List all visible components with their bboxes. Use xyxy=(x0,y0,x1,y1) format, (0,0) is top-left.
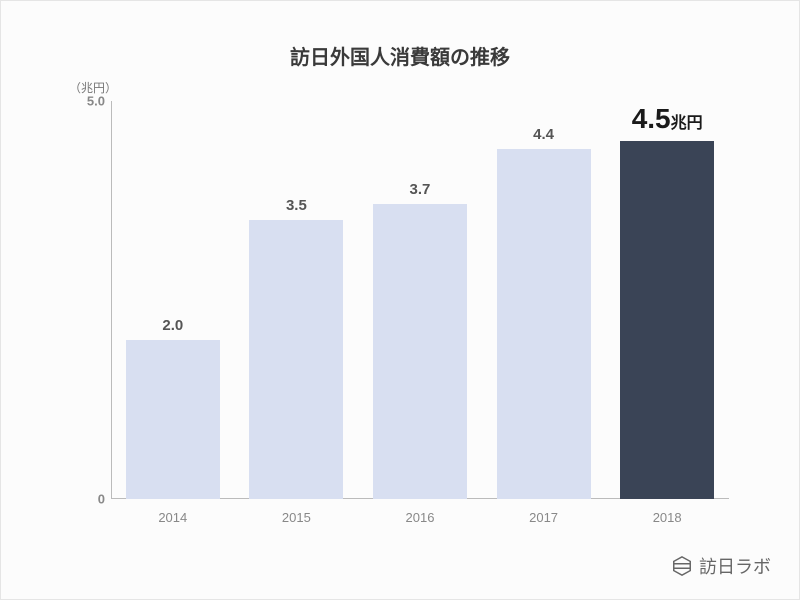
x-axis-labels: 20142015201620172018 xyxy=(111,510,729,525)
bar-rect xyxy=(373,204,467,499)
logo-text: 訪日ラボ xyxy=(699,553,771,579)
plot-area: 05.0 2.03.53.74.44.5兆円 20142015201620172… xyxy=(111,101,729,499)
x-tick-label: 2016 xyxy=(358,510,482,525)
bar-slot: 4.5兆円 xyxy=(605,101,729,499)
x-tick-label: 2017 xyxy=(482,510,606,525)
bar-value-label: 2.0 xyxy=(162,317,183,334)
x-tick-label: 2015 xyxy=(235,510,359,525)
chart-container: 訪日外国人消費額の推移 （兆円） 05.0 2.03.53.74.44.5兆円 … xyxy=(51,41,749,539)
bar-value-label: 3.5 xyxy=(286,197,307,214)
x-tick-label: 2014 xyxy=(111,510,235,525)
source-logo: 訪日ラボ xyxy=(671,553,771,579)
bar-rect xyxy=(249,220,343,499)
bar-slot: 2.0 xyxy=(111,101,235,499)
bar-value-label: 3.7 xyxy=(410,181,431,198)
y-axis: 05.0 xyxy=(71,101,111,499)
x-tick-label: 2018 xyxy=(605,510,729,525)
bar-slot: 3.7 xyxy=(358,101,482,499)
bar-slot: 3.5 xyxy=(235,101,359,499)
bar-rect xyxy=(497,149,591,499)
bar-value-label: 4.4 xyxy=(533,126,554,143)
chart-title: 訪日外国人消費額の推移 xyxy=(51,41,749,70)
bar-rect xyxy=(620,141,714,499)
y-tick-label: 0 xyxy=(98,492,105,507)
hexagon-icon xyxy=(671,555,693,577)
bars-group: 2.0 3.5 3.7 4.4 4.5兆円 xyxy=(111,101,729,499)
y-tick-label: 5.0 xyxy=(87,94,105,109)
bar-slot: 4.4 xyxy=(482,101,606,499)
bar-rect xyxy=(126,340,220,499)
bar-value-label-highlight: 4.5兆円 xyxy=(632,103,703,135)
